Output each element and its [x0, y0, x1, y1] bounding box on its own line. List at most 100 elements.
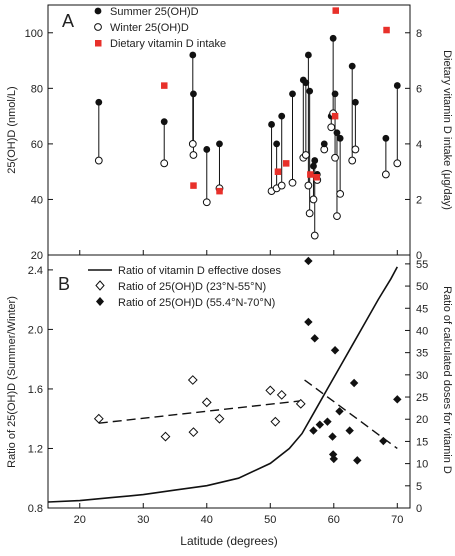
legend-winter-label: Winter 25(OH)D	[110, 22, 189, 34]
x-tick-label: 70	[391, 514, 403, 526]
dietary-intake-point	[161, 82, 168, 89]
low-latitude-ratio-point	[201, 397, 212, 408]
summer-point	[351, 98, 359, 106]
high-latitude-ratio-point	[310, 334, 319, 343]
summer-point	[289, 90, 296, 98]
winter-point	[202, 198, 211, 207]
summer-point	[189, 51, 197, 59]
winter-point	[336, 189, 345, 198]
x-tick-label: 40	[201, 514, 213, 526]
legend-curve-label: Ratio of vitamin D effective doses	[118, 265, 282, 277]
winter-point	[331, 153, 339, 162]
legend-summer-label: Summer 25(OH)D	[110, 6, 199, 18]
high-latitude-ratio-point	[304, 317, 313, 327]
summer-point	[393, 82, 401, 89]
winter-point	[351, 145, 360, 154]
low-latitude-ratio-point	[276, 389, 287, 400]
x-tick-label: 50	[264, 514, 276, 526]
winter-point	[305, 209, 314, 218]
low-latitude-ratio-point	[270, 416, 281, 427]
legend-winter-marker	[94, 23, 102, 31]
dietary-intake-point	[307, 171, 314, 178]
summer-point	[95, 98, 103, 106]
summer-point	[160, 118, 168, 126]
y2-tick-label: 8	[416, 28, 422, 40]
low-latitude-ratio-point	[214, 413, 225, 424]
y-tick-label: 0.8	[28, 503, 43, 515]
summer-point	[311, 157, 319, 164]
panel-b-legend: Ratio of vitamin D effective doses Ratio…	[88, 265, 282, 309]
y2-tick-label: 15	[416, 436, 428, 448]
effective-dose-curve	[47, 266, 399, 503]
summer-point	[190, 90, 197, 98]
summer-point	[268, 121, 275, 128]
y2-tick-label: 2	[416, 194, 422, 206]
summer-point	[278, 112, 286, 120]
y-tick-label: 1.2	[28, 443, 43, 455]
summer-point	[203, 146, 211, 153]
high-latitude-ratio-point	[393, 395, 402, 404]
winter-point	[189, 151, 198, 159]
panel-a-legend: Summer 25(OH)D Winter 25(OH)D Dietary vi…	[94, 6, 226, 50]
y2-tick-label: 40	[416, 325, 428, 337]
winter-point	[188, 139, 197, 148]
high-latitude-ratio-point	[329, 454, 338, 464]
winter-point	[277, 181, 286, 190]
panel-a-y2label: Dietary vitamin D intake (μg/day)	[441, 50, 453, 210]
panel-b-marks	[47, 256, 402, 503]
summer-point	[320, 140, 328, 148]
high-latitude-ratio-point	[349, 378, 359, 388]
fit-line-low-latitude	[98, 400, 301, 424]
y2-tick-label: 5	[416, 481, 422, 493]
winter-point	[94, 156, 103, 165]
high-latitude-ratio-point	[323, 417, 332, 426]
y2-tick-label: 0	[416, 503, 422, 515]
y2-tick-label: 6	[416, 83, 422, 95]
low-latitude-ratio-point	[188, 427, 199, 438]
summer-point	[304, 51, 312, 59]
y-tick-label: 2.0	[28, 324, 43, 336]
high-latitude-ratio-point	[379, 436, 388, 446]
low-latitude-ratio-point	[187, 375, 198, 385]
legend-diet-marker	[95, 40, 102, 47]
y2-tick-label: 10	[416, 459, 428, 471]
panel-b-xlabel: Latitude (degrees)	[180, 534, 277, 548]
legend-summer-marker	[94, 7, 102, 15]
legend-diet-label: Dietary vitamin D intake	[110, 38, 226, 50]
y-tick-label: 1.6	[28, 384, 43, 396]
summer-point	[336, 134, 344, 142]
summer-point	[331, 90, 339, 98]
summer-point	[382, 134, 390, 142]
panel-a-marks	[94, 7, 402, 240]
summer-point	[216, 140, 223, 148]
high-latitude-ratio-point	[345, 426, 354, 435]
winter-point	[381, 170, 390, 179]
winter-point	[301, 151, 310, 159]
x-tick-label: 30	[137, 514, 149, 526]
winter-point	[333, 212, 341, 221]
dietary-intake-point	[331, 112, 339, 120]
summer-point	[310, 162, 317, 170]
panel-b-frame	[47, 254, 411, 509]
panel-a-axes: 20 40 60 80 100 0 2 4 6 8	[25, 28, 422, 262]
y-tick-label: 40	[31, 194, 43, 206]
winter-point	[160, 159, 169, 168]
winter-point	[288, 178, 297, 187]
panel-a-ylabel: 25(OH)D (nmol/L)	[6, 86, 18, 173]
low-latitude-ratio-point	[265, 385, 276, 396]
panel-b-letter: B	[58, 274, 70, 294]
panel-b-axes: 0.8 1.2 1.6 2.0 2.4 0 5 10 15 20 25 30 35 40 45 50 55 20 3…	[28, 259, 429, 526]
legend-high-label: Ratio of 25(OH)D (55.4°N-70°N)	[118, 297, 275, 309]
summer-point	[306, 87, 314, 95]
dietary-intake-point	[313, 174, 320, 181]
dietary-intake-point	[216, 187, 223, 195]
panel-b-ylabel: Ratio of 25(OH)D (Summer/Winter)	[6, 296, 18, 468]
dietary-intake-point	[190, 182, 197, 189]
dietary-intake-point	[282, 160, 290, 167]
summer-point	[348, 62, 356, 70]
winter-point	[310, 231, 319, 240]
high-latitude-ratio-point	[335, 407, 344, 416]
y2-tick-label: 4	[416, 139, 422, 151]
